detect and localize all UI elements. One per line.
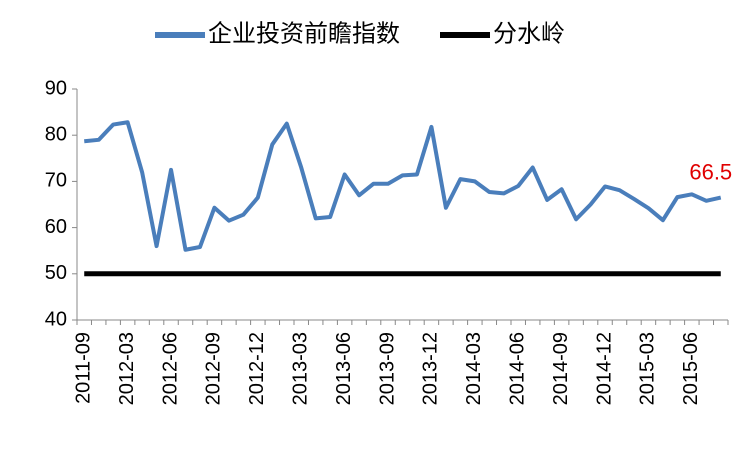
y-tick-label: 80 xyxy=(45,123,67,145)
legend-label: 企业投资前瞻指数 xyxy=(208,20,400,47)
x-tick-label: 2012-06 xyxy=(159,332,181,405)
y-tick-label: 50 xyxy=(45,262,67,284)
x-tick-label: 2015-03 xyxy=(637,332,659,405)
x-tick-label: 2013-06 xyxy=(333,332,355,405)
data-label: 66.5 xyxy=(689,159,732,184)
x-tick-label: 2013-03 xyxy=(290,332,312,405)
x-tick-label: 2012-09 xyxy=(203,332,225,405)
x-tick-label: 2015-06 xyxy=(680,332,702,405)
x-tick-label: 2011-09 xyxy=(73,332,95,404)
x-tick-label: 2012-12 xyxy=(246,332,268,405)
y-tick-label: 70 xyxy=(45,170,67,192)
y-tick-label: 40 xyxy=(45,308,67,330)
x-tick-label: 2014-12 xyxy=(593,332,615,405)
x-tick-label: 2014-06 xyxy=(507,332,529,405)
x-tick-label: 2013-09 xyxy=(376,332,398,405)
x-tick-label: 2014-03 xyxy=(463,332,485,405)
x-tick-label: 2013-12 xyxy=(420,332,442,405)
y-tick-label: 90 xyxy=(45,77,67,99)
y-tick-label: 60 xyxy=(45,216,67,238)
legend-label: 分水岭 xyxy=(493,20,565,47)
x-tick-label: 2012-03 xyxy=(116,332,138,405)
line-series xyxy=(84,120,722,252)
x-tick-label: 2014-09 xyxy=(550,332,572,405)
